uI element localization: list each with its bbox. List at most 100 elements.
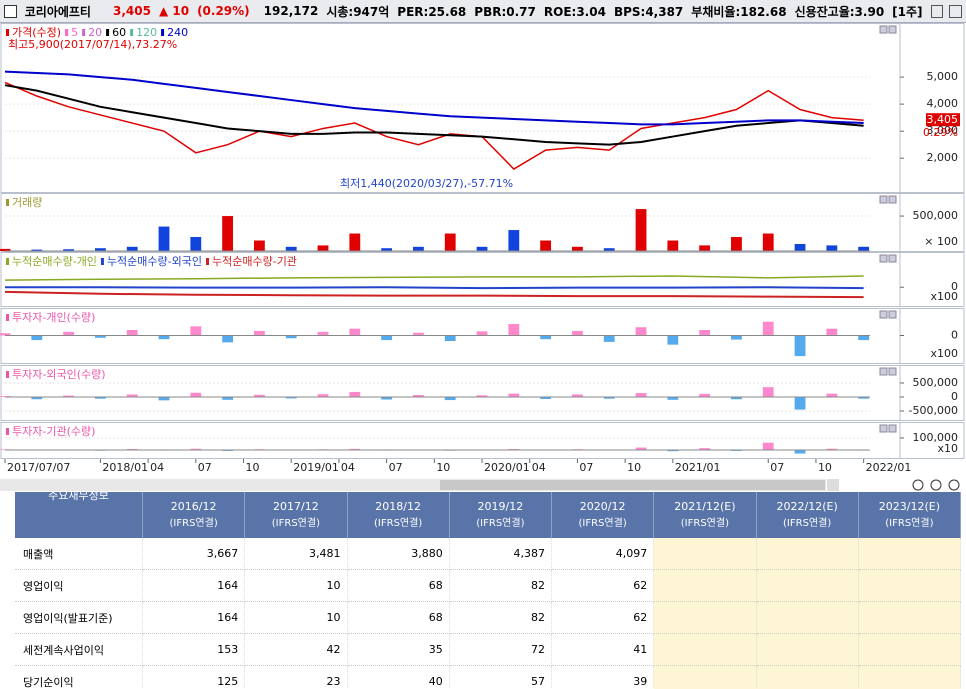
- panel-border: [0, 308, 965, 364]
- bar: [63, 395, 75, 397]
- bar: [476, 246, 488, 251]
- x-tick-label: 2020/01: [484, 461, 530, 474]
- bar: [731, 237, 742, 251]
- multiplier: x100: [930, 347, 958, 360]
- bar: [94, 248, 106, 251]
- y-tick-label: 2,000: [927, 151, 959, 164]
- legend-swatch: [6, 29, 9, 36]
- empty-cell: [653, 538, 757, 570]
- panel-button[interactable]: [888, 25, 897, 34]
- cell: 62: [551, 569, 655, 602]
- bar: [444, 396, 456, 401]
- high-note: 최고5,900(2017/07/14),73.27%: [8, 38, 177, 51]
- cell: 3,481: [244, 538, 348, 570]
- cell: 164: [142, 569, 246, 602]
- x-tick-label: 04: [150, 461, 164, 474]
- legend-label: 240: [167, 26, 188, 39]
- scroll-arrow[interactable]: [827, 479, 839, 491]
- last-price: 3,405: [927, 113, 959, 126]
- x-tick-label: 10: [246, 461, 260, 474]
- cell: 35: [347, 633, 450, 666]
- panel-button[interactable]: [879, 424, 888, 433]
- x-tick-label: 10: [436, 461, 450, 474]
- empty-cell: [653, 633, 757, 666]
- panel-button[interactable]: [879, 25, 888, 34]
- zoom-in[interactable]: [930, 479, 942, 491]
- bar: [413, 332, 424, 336]
- table-row: 세전계속사업이익 153 42 35 72 41: [15, 633, 961, 666]
- panel-button[interactable]: [888, 424, 897, 433]
- header-cell: 2021/12(E) (IFRS연결): [653, 492, 757, 538]
- window-button[interactable]: [930, 4, 944, 18]
- x-tick-label: 10: [818, 461, 832, 474]
- legend-swatch: [6, 314, 9, 321]
- table-title: 주요재무정보: [48, 492, 109, 502]
- panel-button[interactable]: [879, 254, 888, 263]
- cell: 42: [244, 633, 348, 666]
- bar: [540, 240, 552, 251]
- empty-cell: [858, 569, 961, 602]
- empty-cell: [858, 665, 961, 689]
- title-bar: 코리아에프티 3,405 ▲ 10 (0.29%) 192,172 시총:947…: [0, 0, 966, 23]
- bar: [31, 249, 43, 251]
- legend-label: 거래량: [12, 196, 42, 209]
- panel-border: [0, 365, 965, 421]
- legend-label: 누적순매수량-기관: [212, 255, 297, 268]
- bar: [572, 246, 583, 251]
- x-tick-label: 2022/01: [866, 461, 912, 474]
- panel-button[interactable]: [888, 195, 897, 204]
- header-cell: 2018/12 (IFRS연결): [347, 492, 450, 538]
- row-label: 영업이익(발표기준): [15, 601, 143, 634]
- bar: [413, 395, 424, 397]
- bar: [699, 448, 711, 450]
- legend-label: 누적순매수량-개인: [12, 255, 97, 268]
- panel-button[interactable]: [888, 254, 897, 263]
- bar: [826, 328, 838, 336]
- series-line: [4, 84, 864, 146]
- panel-button[interactable]: [879, 310, 888, 319]
- bar: [222, 216, 234, 251]
- zoom-out[interactable]: [912, 479, 924, 491]
- cell: 82: [449, 569, 553, 602]
- cell: 23: [244, 665, 348, 689]
- legend-swatch: [6, 199, 9, 206]
- panel-button[interactable]: [879, 195, 888, 204]
- bar: [126, 330, 138, 336]
- stat: 신용잔고율:3.90: [794, 4, 885, 19]
- stat: PER:25.68: [397, 4, 467, 19]
- bar: [762, 387, 774, 397]
- bar: [63, 331, 75, 336]
- legend-swatch: [100, 258, 104, 265]
- bar: [444, 335, 456, 341]
- legend-swatch: [206, 258, 209, 265]
- bar: [667, 396, 679, 400]
- stats: 시총:947억 PER:25.68 PBR:0.77 ROE:3.04 BPS:4,38…: [326, 3, 892, 20]
- zoom-reset[interactable]: [948, 479, 960, 491]
- bar: [381, 396, 393, 400]
- bar: [794, 396, 806, 410]
- column-basis: (IFRS연결): [578, 518, 627, 529]
- bar: [508, 230, 520, 251]
- bar: [317, 331, 329, 336]
- bar: [794, 449, 806, 454]
- empty-cell: [858, 633, 961, 666]
- bar: [826, 393, 838, 397]
- legend-swatch: [82, 29, 86, 36]
- scroll-thumb[interactable]: [440, 480, 825, 490]
- volume: 192,172: [263, 4, 319, 18]
- bar: [858, 246, 870, 251]
- panel-button[interactable]: [879, 367, 888, 376]
- period[interactable]: [1주]: [892, 4, 923, 19]
- table-row: 영업이익(발표기준) 164 10 68 82 62: [15, 601, 961, 634]
- cell: 41: [551, 633, 655, 666]
- checkbox[interactable]: [4, 4, 17, 18]
- bar: [794, 244, 806, 251]
- stock-name[interactable]: 코리아에프티: [24, 4, 91, 19]
- panel-button[interactable]: [888, 367, 897, 376]
- close-button[interactable]: [949, 4, 962, 18]
- series-line: [4, 81, 864, 170]
- panel-button[interactable]: [888, 310, 897, 319]
- header-cell: 2023/12(E) (IFRS연결): [858, 492, 961, 538]
- empty-cell: [756, 665, 859, 689]
- cell: 57: [449, 665, 553, 689]
